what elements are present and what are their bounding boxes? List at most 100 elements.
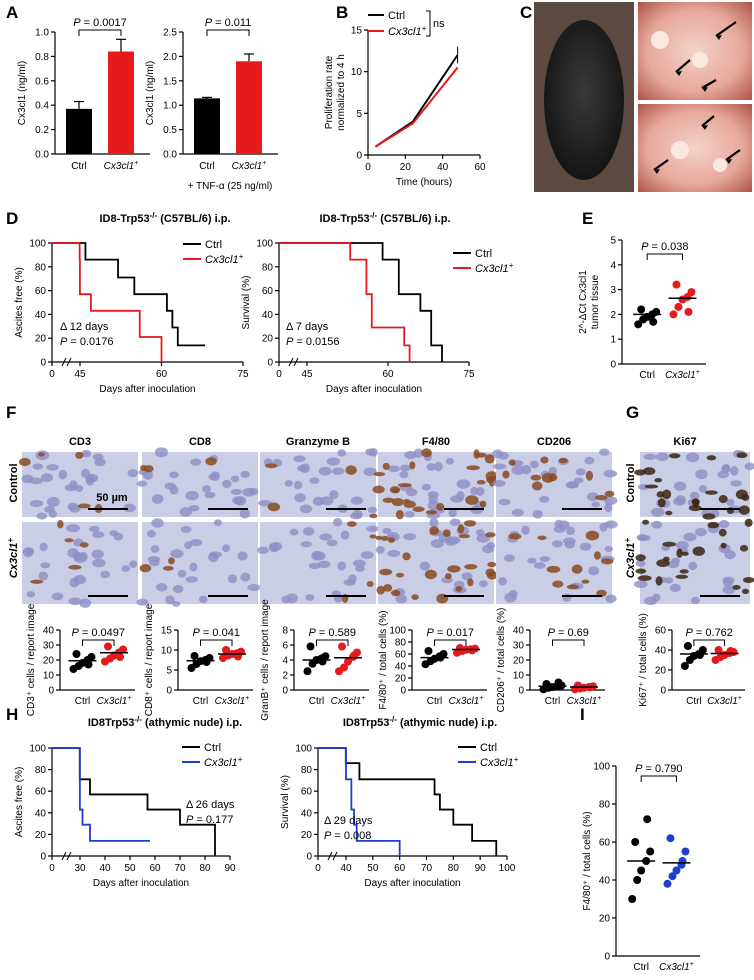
stained-cell: [168, 557, 175, 565]
dot-cx3: [104, 642, 112, 651]
stained-cell: [205, 457, 217, 466]
nucleus: [475, 529, 485, 537]
dot-cx3: [663, 879, 672, 888]
stain-label-ki67: Ki67: [673, 436, 696, 448]
nucleus: [319, 533, 333, 541]
nucleus: [172, 600, 181, 607]
y-tick-label: 60: [262, 286, 274, 297]
y-axis-label: Ki67⁺ / total cells (%): [638, 613, 649, 707]
stained-cell: [425, 510, 437, 515]
nucleus: [147, 556, 161, 563]
nucleus: [73, 553, 87, 563]
chart-e: 0 1 2 3 4 5 2^-ΔCt Cx3cl1 tumor tissue Ctrl Cx3cl…: [578, 236, 706, 381]
delta-days: Δ 7 days: [286, 321, 329, 333]
line-cx3: [374, 66, 459, 148]
bar-cx3: [236, 61, 262, 154]
km-line-cx3: [318, 747, 401, 856]
y-tick-label: 8: [282, 626, 288, 637]
nucleus: [66, 524, 80, 533]
p-value: P = 0.762: [686, 627, 733, 639]
stained-cell: [635, 568, 647, 574]
stained-cell: [143, 465, 154, 473]
stained-cell: [530, 474, 542, 481]
x-label-ctrl: Ctrl: [633, 962, 649, 973]
nucleus: [695, 527, 707, 537]
y-axis-label: GranB⁺ cells / report image: [260, 599, 271, 721]
nucleus: [563, 537, 576, 545]
nucleus: [744, 462, 754, 471]
y-tick-label: 40: [43, 626, 55, 637]
nucleus: [579, 542, 592, 551]
nucleus: [150, 545, 160, 553]
stained-cell: [706, 455, 717, 461]
nucleus: [270, 541, 283, 551]
stained-cell: [381, 535, 389, 541]
nucleus: [172, 584, 184, 594]
nucleus: [100, 570, 110, 579]
nucleus: [210, 471, 221, 481]
y-tick-label: 100: [29, 239, 46, 250]
micrograph-grid: [19, 447, 754, 608]
stained-cell: [655, 576, 663, 586]
chart-f-cd8: 0 5 10 15 CD8⁺ cells / report image Ctrl Cx3cl…: [144, 603, 253, 716]
chart-g-ki67: 0 20 40 60 Ki67⁺ / total cells (%) Ctrl Cx3cl1…: [638, 613, 745, 707]
nucleus: [688, 561, 698, 571]
legend-ctrl: Ctrl: [475, 248, 492, 260]
sig-bracket: [640, 775, 677, 782]
nucleus: [39, 542, 48, 552]
nucleus: [652, 593, 661, 602]
stained-cell: [531, 481, 543, 491]
stained-cell: [634, 469, 646, 476]
stained-cell: [429, 526, 440, 535]
km-line-cx3: [279, 242, 411, 362]
p-value: P = 0.0017: [73, 17, 127, 29]
y-tick-label: 1: [610, 335, 616, 346]
nucleus: [387, 549, 401, 557]
nucleus: [498, 498, 511, 506]
y-axis-label: Ascites free (%): [14, 267, 25, 338]
legend-cx3: Cx3cl1+: [204, 755, 243, 769]
nucleus: [147, 530, 156, 538]
nucleus: [511, 465, 525, 475]
stained-cell: [373, 472, 386, 477]
nucleus: [64, 484, 77, 492]
bar-ctrl: [194, 98, 220, 154]
y-tick-label: 20: [262, 334, 274, 345]
nucleus: [366, 525, 380, 532]
nucleus: [730, 480, 742, 487]
y-tick-label: 0: [356, 151, 362, 162]
dot-ctrl: [318, 657, 327, 666]
stained-cell: [736, 452, 748, 459]
nucleus: [136, 480, 148, 487]
legend-cx3: Cx3cl1+: [388, 24, 427, 38]
chart-i: 0 20 40 60 80 100 F4/80⁺ / total cells (%) Ctrl…: [582, 762, 700, 973]
x-tick-label: 45: [74, 369, 86, 380]
y-axis-label: Cx3cl1 (ng/ml): [145, 61, 156, 125]
nucleus: [504, 592, 517, 603]
nucleus: [208, 551, 223, 558]
dot-ctrl: [628, 895, 637, 903]
x-tick-label: 40: [340, 863, 352, 874]
stained-cell: [508, 533, 522, 540]
sig-bracket: [82, 639, 115, 646]
y-tick-label: 0: [267, 358, 273, 369]
dot-cx3: [678, 857, 687, 865]
nucleus: [643, 453, 657, 460]
x-label-ctrl: Ctrl: [199, 161, 215, 172]
y-tick-label: 0.6: [35, 76, 49, 87]
stained-cell: [681, 551, 689, 556]
x-tick-label: 60: [474, 162, 486, 173]
chart-d1: 0 20 40 60 80 100 Ascites free (%) 0 45 60 75 Days …: [14, 239, 249, 396]
stained-cell: [744, 518, 753, 527]
sig-bracket: [78, 29, 122, 36]
stained-cell: [585, 470, 594, 481]
dot-cx3: [119, 645, 127, 654]
stained-cell: [566, 584, 579, 590]
y-tick-label: 4: [610, 260, 616, 271]
nucleus: [532, 509, 543, 519]
stained-cell: [458, 534, 471, 539]
dot-ctrl: [631, 838, 640, 846]
x-axis-label: Days after inoculation: [99, 384, 195, 395]
nucleus: [527, 557, 537, 564]
p-value: P = 0.177: [186, 814, 233, 826]
